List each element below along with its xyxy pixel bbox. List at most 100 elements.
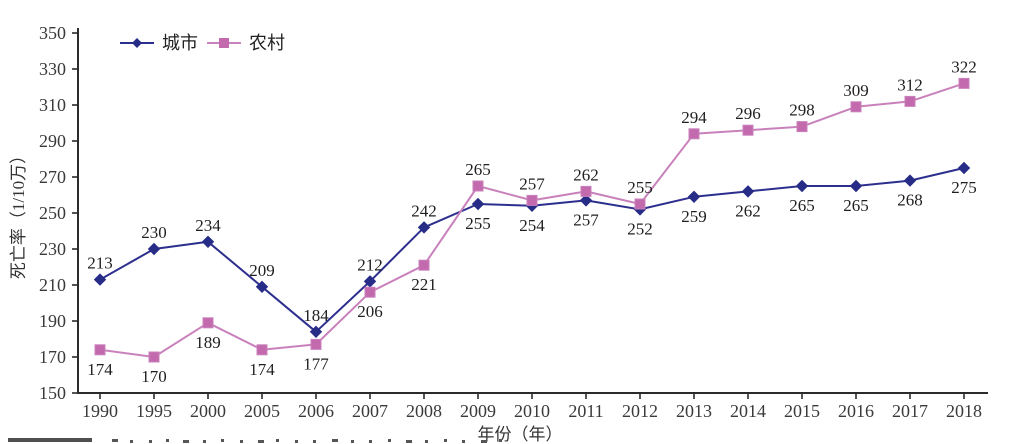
data-label: 234 [195, 216, 221, 235]
data-label: 212 [357, 255, 383, 274]
y-tick-label: 150 [39, 383, 66, 403]
legend-diamond-icon [132, 38, 142, 48]
square-marker [526, 194, 538, 206]
x-tick-label: 2006 [298, 401, 334, 421]
square-marker [688, 128, 700, 140]
x-tick-label: 2015 [784, 401, 820, 421]
x-tick-label: 2000 [190, 401, 226, 421]
square-marker [850, 101, 862, 113]
diamond-marker [849, 179, 863, 193]
data-label: 189 [195, 333, 221, 352]
diamond-marker [903, 174, 917, 187]
data-label: 265 [789, 196, 815, 215]
data-label: 209 [249, 261, 275, 280]
y-tick-label: 330 [39, 59, 66, 79]
data-label: 177 [303, 354, 329, 373]
data-label: 257 [573, 210, 599, 229]
x-tick-label: 1995 [136, 401, 172, 421]
data-label: 252 [627, 219, 653, 238]
diamond-marker [579, 194, 593, 207]
y-tick-label: 250 [39, 203, 66, 223]
data-label: 298 [789, 101, 815, 120]
data-label: 174 [249, 360, 275, 379]
data-label: 262 [735, 201, 761, 220]
diamond-marker [309, 325, 323, 339]
data-label: 275 [951, 178, 977, 197]
legend: 城市 农村 [120, 33, 285, 53]
square-marker [634, 198, 646, 210]
data-label: 221 [411, 275, 437, 294]
data-label: 257 [519, 174, 545, 193]
y-tick-label: 230 [39, 239, 66, 259]
data-label: 294 [681, 108, 707, 127]
x-tick-label: 2014 [730, 401, 766, 421]
diamond-marker [957, 161, 971, 175]
y-tick-label: 270 [39, 167, 66, 187]
data-label: 213 [87, 254, 113, 273]
square-marker [580, 185, 592, 197]
data-label: 255 [465, 214, 491, 233]
legend-label: 城市 [162, 33, 198, 53]
x-tick-label: 2010 [514, 401, 550, 421]
diamond-marker [147, 242, 161, 256]
data-label: 184 [303, 306, 329, 325]
square-marker [148, 351, 160, 363]
x-tick-label: 2017 [892, 401, 928, 421]
data-label: 322 [951, 57, 977, 76]
data-label: 312 [897, 75, 923, 94]
x-tick-label: 2007 [352, 401, 388, 421]
diamond-marker [417, 221, 431, 234]
diamond-marker [687, 190, 701, 204]
x-tick-label: 2011 [568, 401, 603, 421]
x-tick-label: 1990 [82, 401, 118, 421]
x-tick-label: 2016 [838, 401, 874, 421]
square-marker [256, 344, 268, 356]
data-label: 268 [897, 191, 923, 210]
x-tick-label: 2009 [460, 401, 496, 421]
y-tick-label: 310 [39, 95, 66, 115]
x-tick-label: 2008 [406, 401, 442, 421]
square-marker [742, 124, 754, 136]
legend-square-icon [219, 38, 229, 48]
data-label: 296 [735, 104, 761, 123]
y-tick-label: 290 [39, 131, 66, 151]
square-marker [202, 317, 214, 329]
x-axis-title: 年份（年） [478, 425, 563, 444]
cropped-caption-fragment [8, 438, 502, 443]
diamond-marker [741, 185, 755, 198]
square-marker [364, 286, 376, 298]
data-label: 230 [141, 223, 167, 242]
square-marker [94, 344, 106, 356]
square-marker [472, 180, 484, 192]
diamond-marker [255, 280, 269, 294]
x-tick-label: 2005 [244, 401, 280, 421]
x-axis: 1990 1995 2000 2005 2006 2007 2008 2009 2010 2011… [82, 393, 982, 421]
data-label: 265 [465, 160, 491, 179]
data-label: 170 [141, 367, 167, 386]
y-axis: 150 170 190 210 230 250 270 290 310 330 350 [39, 23, 78, 403]
data-label: 206 [357, 302, 383, 321]
square-marker [796, 121, 808, 133]
square-marker [310, 338, 322, 350]
y-tick-label: 190 [39, 311, 66, 331]
data-label: 254 [519, 216, 545, 235]
data-label: 174 [87, 360, 113, 379]
diamond-marker [795, 179, 809, 193]
series-rural: 174 170 189 174 177 206 221 265 257 262 255 294 296 2… [87, 57, 977, 386]
data-label: 255 [627, 178, 653, 197]
data-label: 265 [843, 196, 869, 215]
y-tick-label: 350 [39, 23, 66, 43]
legend-label: 农村 [249, 33, 285, 53]
y-tick-label: 210 [39, 275, 66, 295]
y-axis-title: 死亡率（1/10万） [9, 147, 28, 279]
square-marker [904, 95, 916, 107]
x-tick-label: 2012 [622, 401, 658, 421]
diamond-marker [471, 197, 485, 211]
x-tick-label: 2013 [676, 401, 712, 421]
data-label: 259 [681, 207, 707, 226]
square-marker [958, 77, 970, 89]
x-tick-label: 2018 [946, 401, 982, 421]
data-label: 242 [411, 201, 437, 220]
